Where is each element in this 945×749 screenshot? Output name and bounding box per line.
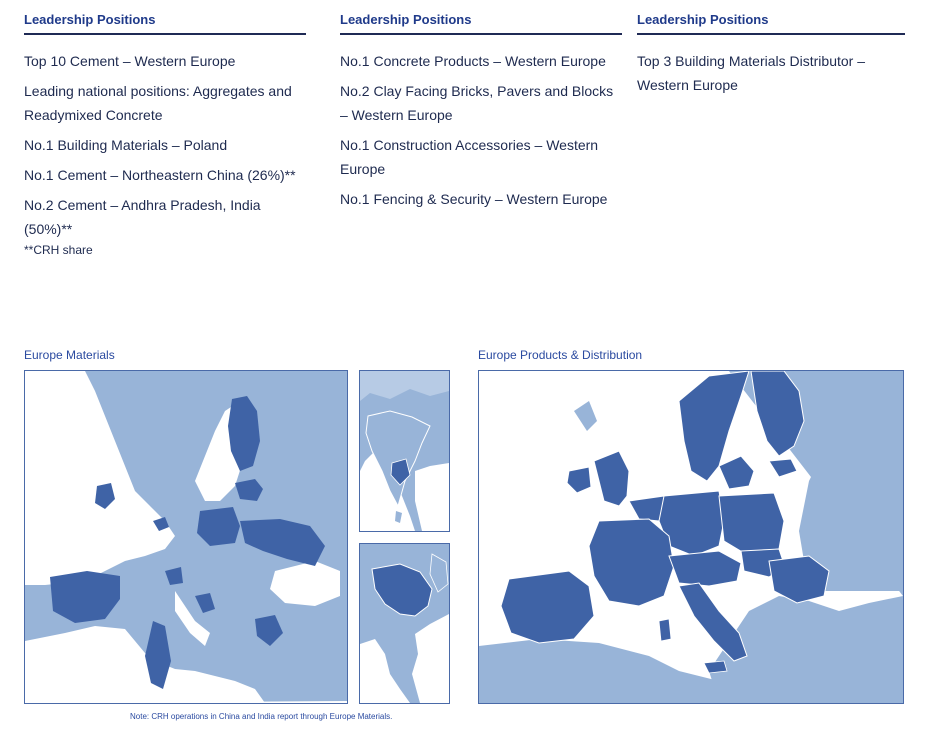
- crh-share-note: **CRH share: [24, 243, 93, 257]
- column-heading: Leadership Positions: [340, 12, 622, 35]
- products-distribution-title: Europe Products & Distribution: [478, 348, 643, 362]
- map-footnote: Note: CRH operations in China and India …: [130, 712, 393, 721]
- europe-products-distribution-map: [478, 370, 904, 704]
- position-item: No.1 Concrete Products – Western Europe: [340, 53, 606, 69]
- position-item: Leading national positions: Aggregates a…: [24, 83, 292, 123]
- column-heading: Leadership Positions: [24, 12, 306, 35]
- europe-materials-title: Europe Materials: [24, 348, 115, 362]
- position-item: No.1 Cement – Northeastern China (26%)**: [24, 167, 296, 183]
- position-item: No.2 Cement – Andhra Pradesh, India (50%…: [24, 197, 261, 237]
- position-item: No.1 Construction Accessories – Western …: [340, 137, 599, 177]
- position-item: No.1 Fencing & Security – Western Europe: [340, 191, 608, 207]
- column-heading: Leadership Positions: [637, 12, 905, 35]
- position-item: No.2 Clay Facing Bricks, Pavers and Bloc…: [340, 83, 614, 123]
- position-item: Top 3 Building Materials Distributor – W…: [637, 53, 865, 93]
- india-inset-map: [359, 370, 450, 532]
- leadership-column-3: Leadership Positions Top 3 Building Mate…: [637, 12, 905, 103]
- europe-materials-map: [24, 370, 348, 704]
- leadership-column-2: Leadership Positions No.1 Concrete Produ…: [340, 12, 622, 217]
- position-item: No.1 Building Materials – Poland: [24, 137, 228, 153]
- china-inset-map: [359, 543, 450, 704]
- leadership-column-1: Leadership Positions Top 10 Cement – Wes…: [24, 12, 306, 257]
- position-item: Top 10 Cement – Western Europe: [24, 53, 236, 69]
